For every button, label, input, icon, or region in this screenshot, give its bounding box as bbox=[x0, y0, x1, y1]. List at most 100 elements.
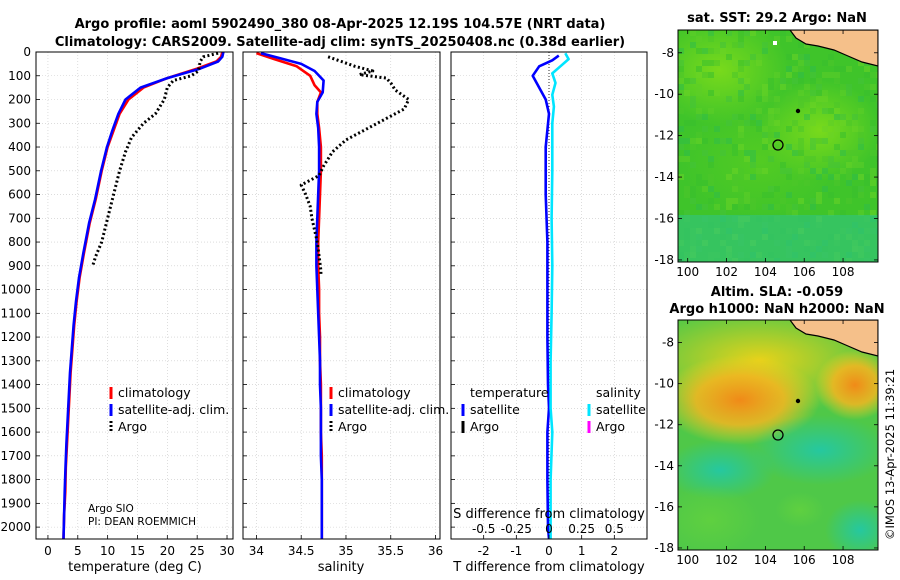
sst-pixel bbox=[834, 180, 840, 186]
sst-pixel bbox=[696, 138, 702, 144]
sst-pixel bbox=[810, 102, 816, 108]
sst-pixel bbox=[876, 96, 878, 102]
sst-pixel bbox=[750, 156, 756, 162]
sst-pixel bbox=[744, 120, 750, 126]
series-line-satellite-adj-clim- bbox=[260, 52, 325, 539]
sst-pixel bbox=[732, 168, 738, 174]
sst-pixel bbox=[780, 30, 786, 36]
sst-pixel bbox=[870, 210, 876, 216]
sst-pixel bbox=[738, 168, 744, 174]
legend-argo-label: Argo bbox=[338, 419, 367, 434]
sst-pixel bbox=[852, 174, 858, 180]
depth-tick-label: 200 bbox=[8, 93, 31, 107]
sst-pixel bbox=[714, 48, 720, 54]
sst-pixel bbox=[774, 108, 780, 114]
sst-pixel bbox=[750, 108, 756, 114]
sst-pixel bbox=[762, 48, 768, 54]
s-diff-tick-label: 0.25 bbox=[568, 522, 595, 536]
sst-pixel bbox=[822, 60, 828, 66]
sst-pixel bbox=[708, 174, 714, 180]
argo-float-location bbox=[772, 139, 784, 151]
sst-pixel bbox=[690, 162, 696, 168]
sst-pixel bbox=[762, 114, 768, 120]
sst-pixel bbox=[684, 90, 690, 96]
sst-pixel bbox=[810, 138, 816, 144]
sst-pixel bbox=[774, 102, 780, 108]
depth-tick-label: 1900 bbox=[0, 496, 31, 510]
sst-pixel bbox=[834, 174, 840, 180]
sst-pixel bbox=[816, 90, 822, 96]
sst-pixel bbox=[846, 90, 852, 96]
temperature-ticks: 0 5 10 15 20 25 30 bbox=[36, 51, 235, 558]
sst-pixel bbox=[816, 96, 822, 102]
sst-pixel bbox=[840, 132, 846, 138]
sst-pixel bbox=[804, 180, 810, 186]
sst-pixel bbox=[774, 72, 780, 78]
sst-pixel bbox=[798, 126, 804, 132]
sst-pixel bbox=[690, 138, 696, 144]
sst-pixel bbox=[798, 168, 804, 174]
salinity-series bbox=[255, 52, 411, 539]
sst-pixel bbox=[690, 30, 696, 36]
sst-pixel bbox=[870, 126, 876, 132]
sst-pixel bbox=[840, 210, 846, 216]
sst-pixel bbox=[858, 144, 864, 150]
sst-pixel bbox=[840, 120, 846, 126]
sst-pixel bbox=[864, 174, 870, 180]
map-lon-label: 106 bbox=[793, 265, 816, 279]
map-lat-label: -18 bbox=[654, 253, 674, 267]
sst-pixel bbox=[678, 72, 684, 78]
difference-grid bbox=[451, 51, 647, 539]
sst-pixel bbox=[876, 150, 878, 156]
sst-pixel bbox=[828, 54, 834, 60]
sst-pixel bbox=[744, 174, 750, 180]
sst-pixel bbox=[834, 102, 840, 108]
sst-pixel bbox=[726, 54, 732, 60]
map-lat-label: -10 bbox=[654, 377, 674, 391]
depth-tick-label: 500 bbox=[8, 164, 31, 178]
sst-pixel bbox=[678, 60, 684, 66]
sst-pixel bbox=[756, 96, 762, 102]
sst-pixel bbox=[756, 60, 762, 66]
sst-pixel bbox=[738, 96, 744, 102]
sst-pixel bbox=[822, 102, 828, 108]
sst-pixel bbox=[846, 150, 852, 156]
sst-pixel bbox=[744, 150, 750, 156]
series-line-argo bbox=[91, 52, 219, 267]
sst-pixel bbox=[768, 144, 774, 150]
sst-pixel bbox=[774, 120, 780, 126]
sst-pixel bbox=[702, 60, 708, 66]
sst-pixel bbox=[846, 168, 852, 174]
sst-pixel bbox=[768, 78, 774, 84]
sst-pixel bbox=[834, 150, 840, 156]
sst-pixel bbox=[804, 54, 810, 60]
sst-pixel bbox=[858, 96, 864, 102]
sst-pixel bbox=[708, 90, 714, 96]
sst-pixel bbox=[822, 96, 828, 102]
sst-pixel bbox=[858, 174, 864, 180]
sst-pixel bbox=[792, 120, 798, 126]
sst-pixel bbox=[834, 198, 840, 204]
sst-pixel bbox=[804, 96, 810, 102]
sst-map-frame bbox=[677, 29, 879, 263]
sst-pixel bbox=[792, 180, 798, 186]
map-lat-label: -8 bbox=[662, 46, 674, 60]
sst-pixel bbox=[690, 96, 696, 102]
depth-tick-label: 1500 bbox=[0, 401, 31, 415]
sst-pixel bbox=[834, 114, 840, 120]
sst-pixel bbox=[780, 78, 786, 84]
sla-south-green bbox=[775, 492, 825, 528]
sst-pixel bbox=[876, 156, 878, 162]
sst-pixel bbox=[744, 126, 750, 132]
legend-temperature-header: temperature bbox=[470, 385, 549, 400]
sst-pixel bbox=[678, 108, 684, 114]
legend-satellite-label: satellite-adj. clim. bbox=[338, 402, 449, 417]
sst-pixel bbox=[798, 96, 804, 102]
sst-pixel bbox=[804, 84, 810, 90]
sst-pixel bbox=[738, 30, 744, 36]
sst-pixel bbox=[840, 90, 846, 96]
argo-owner-text: Argo SIO bbox=[88, 503, 134, 515]
sst-pixel bbox=[738, 186, 744, 192]
sst-pixel bbox=[732, 174, 738, 180]
sst-pixel bbox=[750, 54, 756, 60]
